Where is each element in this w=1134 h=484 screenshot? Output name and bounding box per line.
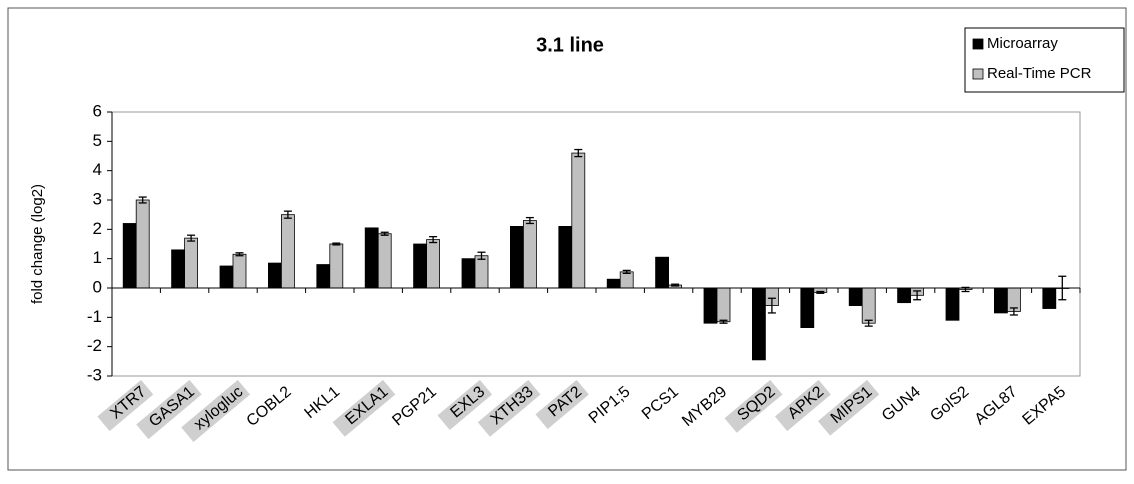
legend-box <box>964 27 1125 93</box>
chart-title: 3.1 line <box>536 34 604 56</box>
error-bar <box>138 196 147 204</box>
label-highlight <box>136 379 202 440</box>
y-tick-label: -1 <box>87 307 102 326</box>
bar <box>377 233 392 289</box>
label-highlight <box>535 379 589 429</box>
legend-label: Real-Time PCR <box>987 65 1092 82</box>
error-bar <box>767 297 776 314</box>
error-bar <box>1009 307 1018 316</box>
bar <box>800 287 815 328</box>
error-bar <box>187 234 196 242</box>
error-bar <box>283 210 292 219</box>
error-bar <box>429 236 438 244</box>
bar <box>558 225 573 289</box>
bar <box>219 265 234 289</box>
y-tick-label: 1 <box>93 248 102 267</box>
label-highlight <box>477 379 541 437</box>
bar <box>703 287 718 324</box>
bar <box>135 199 150 289</box>
bar <box>364 227 379 289</box>
bar <box>716 287 731 323</box>
bar <box>571 152 586 289</box>
y-tick-label: -3 <box>87 365 102 384</box>
y-axis-label: fold change (log2) <box>29 184 46 304</box>
error-bar <box>671 283 680 287</box>
bar <box>619 271 634 289</box>
bar <box>1042 287 1057 309</box>
error-bar <box>380 231 389 236</box>
error-bar <box>622 269 631 274</box>
y-tick-label: 0 <box>93 277 102 296</box>
label-highlight <box>97 379 154 432</box>
error-bar <box>235 252 244 257</box>
bar <box>461 258 476 289</box>
error-bar <box>332 242 341 246</box>
bar <box>994 287 1008 314</box>
bar <box>413 243 428 289</box>
error-bar <box>525 216 534 225</box>
label-highlight <box>817 379 880 436</box>
bar <box>945 287 960 321</box>
y-tick-label: 2 <box>93 219 102 238</box>
bar <box>426 239 441 289</box>
bar <box>848 287 863 307</box>
bar <box>329 243 344 289</box>
bar <box>861 287 876 324</box>
bar <box>184 237 199 289</box>
error-bar <box>913 290 922 301</box>
bar <box>752 287 766 361</box>
label-highlight <box>774 379 831 432</box>
bar <box>474 255 489 289</box>
label-highlight <box>332 379 396 437</box>
bar <box>606 278 621 289</box>
bar <box>509 225 524 289</box>
legend-swatch <box>972 68 984 80</box>
label-highlight <box>724 379 783 433</box>
bar <box>232 253 247 289</box>
legend-label: Microarray <box>987 35 1058 52</box>
y-tick-label: 4 <box>93 160 102 179</box>
bar <box>316 264 331 289</box>
bar <box>122 223 137 289</box>
y-tick-label: 6 <box>93 101 102 120</box>
y-tick-label: 3 <box>93 189 102 208</box>
bar <box>523 220 537 289</box>
error-bar <box>574 148 583 158</box>
bar <box>897 287 911 304</box>
error-bar <box>719 319 728 324</box>
label-highlight <box>181 379 250 442</box>
bar <box>267 262 282 289</box>
y-tick-label: 5 <box>93 131 102 150</box>
plot-area <box>111 111 1081 377</box>
bar <box>171 249 186 289</box>
bar <box>655 256 669 289</box>
y-tick-label: -2 <box>87 336 102 355</box>
label-highlight <box>437 379 493 430</box>
error-bar <box>477 251 486 260</box>
error-bar <box>816 290 825 294</box>
legend-swatch <box>972 38 984 50</box>
bar <box>280 214 295 289</box>
error-bar <box>864 319 873 327</box>
